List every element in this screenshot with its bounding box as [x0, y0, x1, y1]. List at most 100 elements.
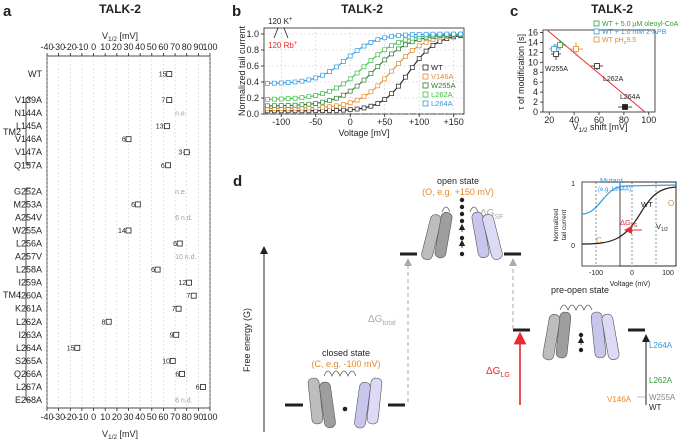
- marker-L262A--40: [320, 91, 325, 97]
- marker-L264A--70: [299, 78, 305, 84]
- n-I260A: 7: [186, 293, 190, 300]
- closed-state-sub: (C, e.g. -100 mV): [311, 359, 380, 369]
- marker-L264A--110: [271, 80, 277, 86]
- marker-L262A-30: [368, 58, 374, 63]
- n-L267A: 6: [196, 384, 200, 391]
- marker-L262A--30: [327, 88, 332, 94]
- ticklabel-bottom--10: -10: [75, 412, 88, 422]
- row-label-L258A: L258A: [16, 265, 42, 275]
- b-yticklabel-0: 0.0: [246, 109, 259, 119]
- inset-mutant-eg: (e.g. L264A): [598, 187, 631, 193]
- inset-o-label: O: [668, 199, 674, 208]
- row-label-WT: WT: [28, 69, 42, 79]
- marker-V146A-20: [361, 94, 367, 99]
- inset-ytick-1: 1: [571, 181, 575, 188]
- row-label-L145A: L145A: [16, 121, 42, 131]
- note-A257V: 10 n.d.: [175, 254, 196, 261]
- ticklabel-top-50: 50: [147, 42, 157, 52]
- marker-W255A-20: [361, 77, 367, 83]
- row-label-W255A: W255A: [12, 225, 42, 235]
- marker-L262A--20: [334, 85, 339, 91]
- n-V147A: 3: [178, 150, 182, 157]
- b-xticklabel-0: -100: [272, 117, 290, 127]
- ticklabel-bottom-60: 60: [158, 412, 168, 422]
- inset-ylabel-1: Normalized: [553, 208, 560, 241]
- marker-L264A-20: [361, 43, 367, 49]
- row-label-I259A: I259A: [18, 278, 42, 288]
- marker-WT-40: [375, 101, 381, 106]
- marker-V146A-40: [375, 83, 381, 89]
- n-L145A: 13: [156, 124, 164, 131]
- row-label-Q266A: Q266A: [14, 369, 42, 379]
- marker-W255A--30: [327, 98, 332, 103]
- marker-V146A--10: [340, 102, 346, 107]
- dg-lg-label: ΔGLG: [486, 366, 510, 379]
- inset-frame-wide: [581, 181, 677, 267]
- marker-L264A--40: [320, 72, 325, 78]
- row-label-N144A: N144A: [14, 108, 42, 118]
- point-oleoyl: [554, 40, 566, 50]
- panel-a-title: TALK-2: [99, 2, 141, 16]
- marker-WT-100: [416, 56, 422, 61]
- marker-L264A-160: [458, 31, 463, 37]
- marker-L262A--80: [292, 95, 298, 101]
- b-yticklabel-3: 0.6: [246, 61, 259, 71]
- c-yticklabel-10: 10: [528, 57, 538, 67]
- c-label-l262a: L262A: [603, 76, 624, 83]
- point-L264A: [74, 344, 81, 351]
- c-yticklabel-0: 0: [533, 107, 538, 117]
- marker-L264A-130: [437, 31, 443, 37]
- marker-V146A--20: [334, 103, 339, 109]
- marker-L264A-60: [389, 34, 394, 39]
- row-label-K261A: K261A: [15, 304, 42, 314]
- marker-L264A--50: [313, 75, 319, 81]
- ticklabel-top-10: 10: [100, 42, 110, 52]
- ladder-w255a: W255A: [649, 393, 676, 402]
- marker-L264A--100: [278, 80, 284, 86]
- n-W255A: 14: [118, 228, 126, 235]
- n-Q266A: 6: [175, 371, 179, 378]
- ticklabel-bottom-0: 0: [91, 412, 96, 422]
- legend-2apb: WT + 1.0 mM 2-APB: [602, 29, 667, 36]
- panel-b: b TALK-2 120 K+ 120 Rb+ -100 -50 0 +50 +100 +…: [232, 2, 465, 138]
- n-Q157A: 6: [161, 163, 165, 170]
- panel-c-ylabel: τ of modification [s]: [516, 34, 526, 110]
- n-L258A: 6: [151, 267, 155, 274]
- marker-L264A-120: [430, 31, 436, 37]
- marker-L264A--60: [306, 77, 312, 83]
- legend-W255A: W255A: [431, 81, 456, 90]
- c-xticklabel-100: 100: [641, 115, 656, 125]
- b-yticklabel-4: 0.8: [246, 45, 259, 55]
- legend-marker-V146A: [422, 73, 429, 80]
- row-label-S265A: S265A: [15, 356, 42, 366]
- ticklabel-bottom-70: 70: [170, 412, 180, 422]
- open-channel-cartoon: [421, 197, 503, 261]
- marker-L262A--60: [306, 94, 312, 100]
- marker-V146A--30: [327, 104, 332, 110]
- ticklabel-bottom-10: 10: [100, 412, 110, 422]
- n-WT: 15: [159, 72, 167, 79]
- ticklabel-top--40: -40: [40, 42, 53, 52]
- inset-xtick-100: 100: [662, 270, 674, 277]
- ticklabel-bottom-90: 90: [193, 412, 203, 422]
- ticklabel-bottom--40: -40: [40, 412, 53, 422]
- dg-sf-label: ΔGSF: [480, 208, 503, 221]
- marker-L262A--120: [265, 96, 270, 102]
- c-yticklabel-6: 6: [533, 77, 538, 87]
- point-L267A: [200, 384, 206, 390]
- c-yticklabel-4: 4: [533, 87, 538, 97]
- point-L145A: [164, 123, 170, 130]
- panel-c-label: c: [510, 3, 518, 20]
- panel-a-axis-label-bottom: V1/2 [mV]: [102, 429, 138, 441]
- marker-WT-90: [409, 65, 415, 70]
- panel-d: d Free energy (G) ΔGtotal ΔGSF ΔGLG clos…: [233, 173, 677, 432]
- marker-L262A-40: [375, 52, 381, 58]
- b-xticklabel-5: +150: [444, 117, 464, 127]
- row-label-V147A: V147A: [15, 147, 42, 157]
- point-L258A: [154, 266, 161, 273]
- ladder-wt: WT: [649, 403, 662, 412]
- marker-L262A-50: [382, 47, 388, 53]
- tm4-bracket: [25, 187, 31, 401]
- n-M253A: 6: [131, 202, 135, 209]
